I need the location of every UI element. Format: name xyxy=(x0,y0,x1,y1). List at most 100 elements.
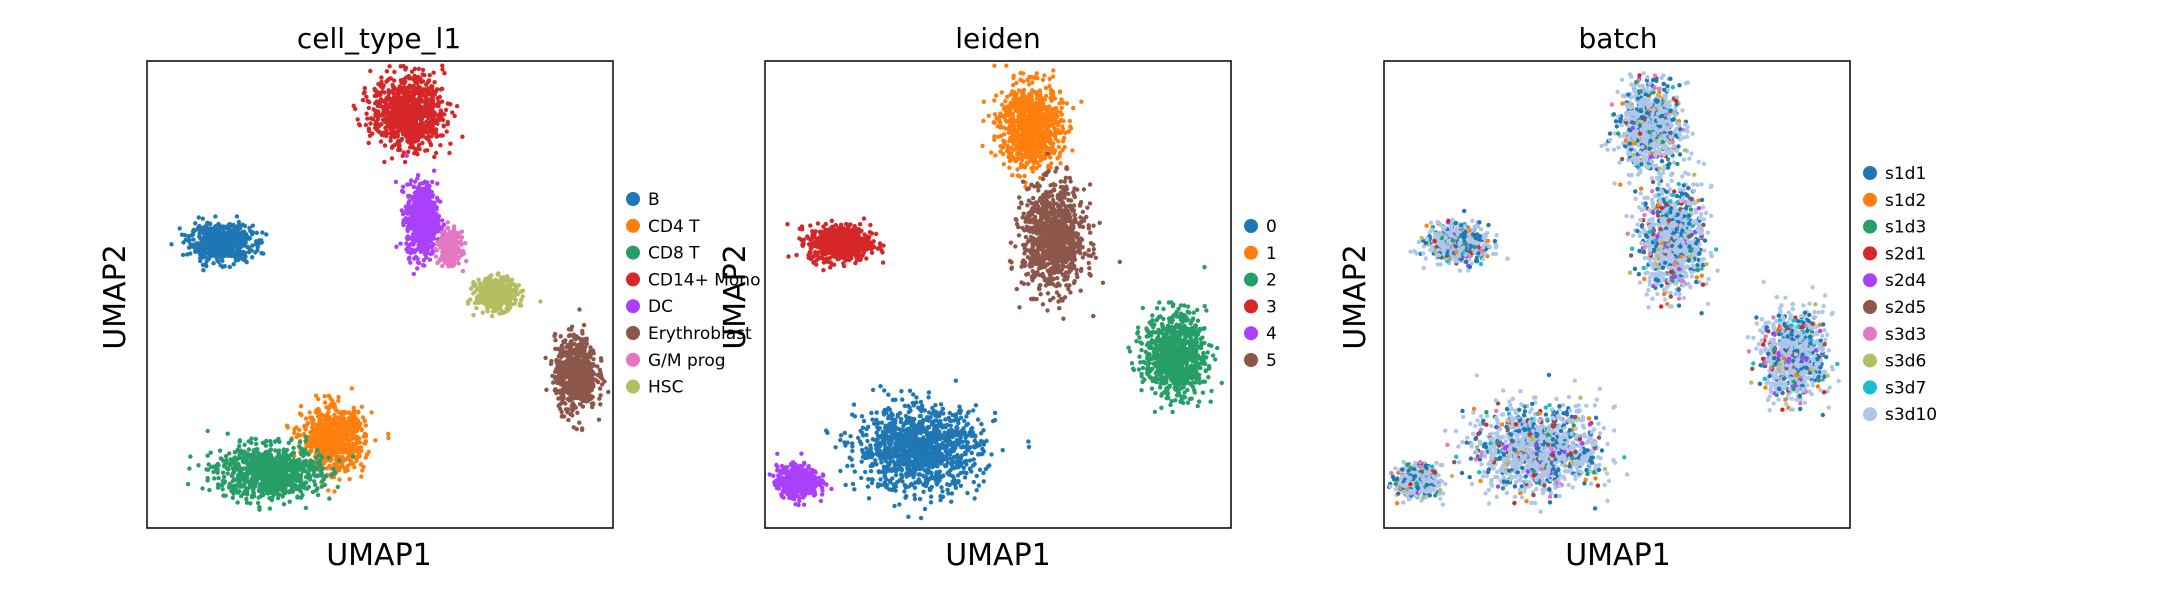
scatter-point xyxy=(259,455,264,460)
scatter-point xyxy=(413,203,418,209)
scatter-point xyxy=(367,100,372,105)
scatter-point xyxy=(260,230,265,235)
scatter-point xyxy=(301,464,306,469)
scatter-point xyxy=(417,147,422,152)
scatter-point xyxy=(430,179,435,185)
scatter-point xyxy=(307,410,312,415)
scatter-point xyxy=(367,133,373,138)
scatter-point xyxy=(348,437,353,442)
scatter-point xyxy=(287,473,292,478)
scatter-point xyxy=(192,243,198,248)
scatter-point xyxy=(193,221,198,226)
scatter-point xyxy=(574,334,579,339)
scatter-point xyxy=(221,224,226,229)
scatter-point xyxy=(230,484,235,489)
scatter-point xyxy=(400,184,406,189)
scatter-point xyxy=(255,500,261,506)
scatter-point xyxy=(363,122,369,128)
scatter-point xyxy=(243,250,248,255)
scatter-point xyxy=(403,204,408,209)
scatter-point xyxy=(393,107,399,113)
scatter-point xyxy=(417,85,422,90)
scatter-point xyxy=(303,438,308,443)
scatter-point xyxy=(297,444,302,450)
scatter-point xyxy=(196,463,201,468)
scatter-point xyxy=(231,262,236,267)
scatter-point xyxy=(195,225,201,231)
scatter-point xyxy=(211,469,216,475)
scatter-point xyxy=(401,189,406,195)
scatter-point xyxy=(260,440,266,445)
scatter-point xyxy=(251,490,256,496)
scatter-point xyxy=(581,367,586,373)
scatter-point xyxy=(241,466,246,471)
scatter-point xyxy=(254,441,259,447)
scatter-point xyxy=(402,116,407,121)
scatter-point xyxy=(423,148,428,153)
scatter-point xyxy=(404,153,409,158)
scatter-point xyxy=(322,394,327,399)
scatter-point xyxy=(590,348,596,353)
scatter-point xyxy=(383,119,388,125)
scatter-point xyxy=(364,111,369,116)
scatter-point xyxy=(447,150,452,156)
scatter-point xyxy=(226,466,231,472)
scatter-point xyxy=(578,340,584,346)
scatter-point xyxy=(411,89,416,95)
scatter-point xyxy=(412,133,417,138)
scatter-point xyxy=(222,242,227,247)
scatter-point xyxy=(570,401,575,406)
scatter-point xyxy=(289,486,295,491)
scatter-point xyxy=(221,474,227,480)
scatter-point xyxy=(242,442,247,447)
scatter-point xyxy=(574,426,579,432)
scatter-point xyxy=(300,449,305,454)
scatter-point xyxy=(440,63,445,68)
scatter-point xyxy=(418,186,423,191)
scatter-point xyxy=(298,404,304,409)
scatter-point xyxy=(359,404,365,409)
scatter-point xyxy=(250,475,255,481)
scatter-point xyxy=(287,499,292,504)
scatter-point xyxy=(424,99,429,105)
scatter-point xyxy=(415,209,420,215)
scatter-point xyxy=(313,482,318,487)
scatter-point xyxy=(345,425,350,431)
scatter-point xyxy=(421,108,427,113)
scatter-point xyxy=(326,455,331,460)
scatter-point xyxy=(440,218,445,223)
scatter-point xyxy=(220,237,226,242)
scatter-point xyxy=(406,149,411,154)
scatter-point xyxy=(359,474,364,479)
scatter-point xyxy=(307,467,312,473)
scatter-point xyxy=(243,459,248,464)
scatter-point xyxy=(432,120,438,126)
scatter-point xyxy=(204,467,209,472)
scatter-point xyxy=(401,92,406,97)
scatter-point xyxy=(557,360,563,365)
scatter-point xyxy=(563,407,569,412)
scatter-point xyxy=(432,154,437,160)
scatter-point xyxy=(589,380,595,386)
scatter-point xyxy=(235,500,240,505)
scatter-point xyxy=(321,477,326,482)
scatter-point xyxy=(259,240,264,245)
scatter-point xyxy=(406,193,411,199)
scatter-point xyxy=(576,391,581,397)
scatter-point xyxy=(411,231,416,236)
scatter-point xyxy=(244,496,249,502)
scatter-point xyxy=(412,66,417,72)
scatter-point xyxy=(353,106,358,112)
scatter-point xyxy=(326,488,331,493)
scatter-point xyxy=(435,216,441,222)
scatter-point xyxy=(198,258,203,264)
scatter-point xyxy=(389,145,395,150)
scatter-point xyxy=(253,471,258,477)
scatter-point xyxy=(237,439,242,444)
scatter-point xyxy=(438,143,443,148)
scatter-point xyxy=(242,482,247,487)
scatter-point xyxy=(213,214,218,219)
scatter-point xyxy=(228,461,234,466)
scatter-point xyxy=(441,124,446,129)
scatter-point xyxy=(447,251,453,256)
